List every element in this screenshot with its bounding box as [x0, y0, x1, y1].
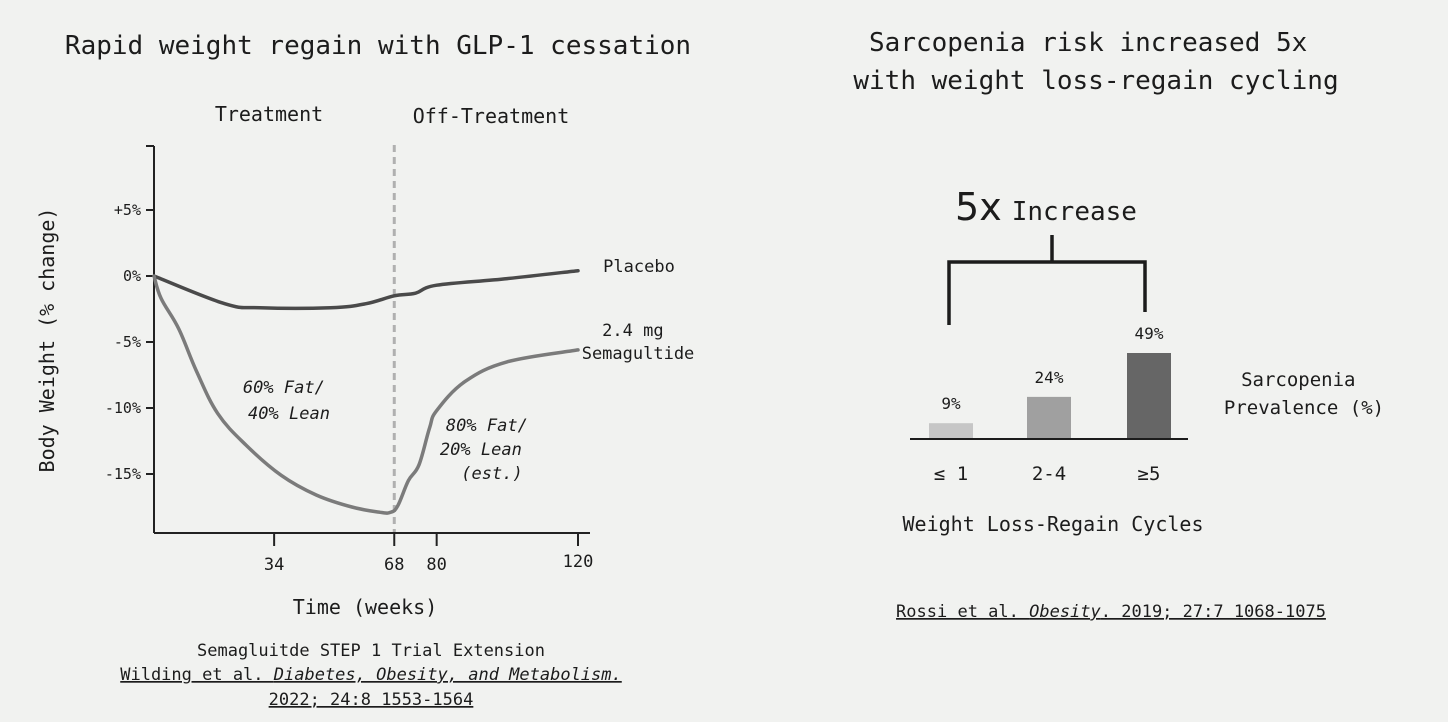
footnote-journal: Diabetes, Obesity, and Metabolism.: [273, 665, 622, 685]
sarcopenia-chart: Sarcopenia risk increased 5x with weight…: [853, 28, 1384, 622]
y-tick-label: 0%: [123, 267, 141, 285]
x-tick-label: 34: [264, 555, 284, 575]
x-axis-label: Time (weeks): [293, 595, 438, 619]
bar-value-label: 49%: [1135, 324, 1164, 343]
series-line-placebo: [152, 268, 580, 310]
bracket-label-text: Increase: [1012, 197, 1137, 227]
series-line-semaglutide: [152, 274, 580, 515]
bar: [929, 423, 973, 439]
y-tick-label: -15%: [105, 465, 141, 483]
annotation-off-treatment-composition: 80% Fat/ 20% Lean (est.): [440, 416, 538, 484]
bar-category-label: 2-4: [1032, 463, 1066, 485]
x-axis-ticks: 34 68 80 120: [264, 533, 593, 575]
y-tick-label: -5%: [114, 333, 141, 351]
y-axis-label: Body Weight (% change): [35, 208, 59, 473]
phase-label-off-treatment: Off-Treatment: [413, 104, 570, 128]
annotation-off-line3: (est.): [461, 464, 522, 484]
annotation-treatment-line2: 40% Lean: [248, 404, 330, 424]
annotation-off-line1: 80% Fat/: [446, 416, 528, 436]
right-citation-journal: Obesity: [1029, 602, 1101, 622]
bar-category-label: ≤ 1: [934, 463, 968, 485]
weight-regain-chart: Rapid weight regain with GLP-1 cessation…: [35, 31, 694, 710]
footnote-citation-line3[interactable]: 2022; 24:8 1553-1564: [269, 690, 474, 710]
bar-category-label: ≥5: [1138, 463, 1161, 485]
bar-x-label: Weight Loss-Regain Cycles: [902, 512, 1203, 536]
bracket-label-big: 5x: [955, 185, 1002, 229]
y-tick-label: -10%: [105, 399, 141, 417]
right-citation[interactable]: Rossi et al. Obesity. 2019; 27:7 1068-10…: [896, 602, 1326, 622]
bar-y-label-line2: Prevalence (%): [1224, 397, 1384, 419]
bar: [1127, 353, 1171, 439]
bars-group: 9% ≤ 1 24% 2-4 49% ≥5: [929, 324, 1171, 485]
right-citation-authors: Rossi et al.: [896, 602, 1029, 622]
left-chart-title: Rapid weight regain with GLP-1 cessation: [65, 31, 691, 61]
bar-value-label: 9%: [941, 394, 961, 413]
right-chart-title: Sarcopenia risk increased 5x with weight…: [853, 28, 1338, 96]
bar-y-label-line1: Sarcopenia: [1241, 369, 1355, 391]
y-tick-label: +5%: [114, 201, 141, 219]
right-chart-title-line2: with weight loss-regain cycling: [853, 66, 1338, 96]
x-tick-label: 68: [384, 555, 404, 575]
footnote-citation-line2[interactable]: Wilding et al. Diabetes, Obesity, and Me…: [120, 665, 622, 685]
y-axis-ticks: +5% 0% -5% -10% -15%: [105, 201, 154, 483]
series-label-semaglutide: 2.4 mg Semagultide: [582, 321, 695, 364]
series-label-semaglutide-line1: 2.4 mg: [602, 321, 663, 341]
footnote-line1: Semagluitde STEP 1 Trial Extension: [197, 641, 545, 661]
footnote-authors: Wilding et al.: [120, 665, 274, 685]
annotation-off-line2: 20% Lean: [440, 440, 522, 460]
x-tick-label: 120: [563, 552, 594, 572]
annotation-treatment-line1: 60% Fat/: [243, 378, 325, 398]
bracket-label: 5x Increase: [955, 185, 1137, 229]
phase-label-treatment: Treatment: [215, 102, 323, 126]
bar-y-label: Sarcopenia Prevalence (%): [1224, 369, 1384, 419]
x-tick-label: 80: [426, 555, 446, 575]
increase-bracket: [947, 235, 1147, 325]
series-label-placebo: Placebo: [603, 257, 675, 277]
annotation-treatment-composition: 60% Fat/ 40% Lean: [243, 378, 335, 424]
right-citation-details: . 2019; 27:7 1068-1075: [1101, 602, 1326, 622]
bar-value-label: 24%: [1035, 368, 1064, 387]
series-label-semaglutide-line2: Semagultide: [582, 344, 695, 364]
bar: [1027, 396, 1071, 439]
right-chart-title-line1: Sarcopenia risk increased 5x: [869, 28, 1307, 58]
